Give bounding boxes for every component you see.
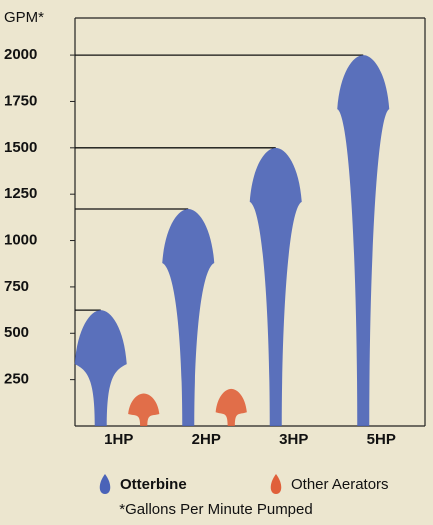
x-tick-label: 1HP xyxy=(104,431,133,448)
x-tick-label: 2HP xyxy=(192,431,221,448)
y-tick-label: 500 xyxy=(4,324,29,341)
footnote: *Gallons Per Minute Pumped xyxy=(119,501,312,518)
fountain xyxy=(215,388,247,426)
y-tick-label: 2000 xyxy=(4,46,37,63)
fountain xyxy=(162,209,215,426)
y-tick-label: 1250 xyxy=(4,185,37,202)
fountain xyxy=(128,393,160,426)
y-tick-label: 750 xyxy=(4,278,29,295)
x-tick-label: 3HP xyxy=(279,431,308,448)
x-tick-label: 5HP xyxy=(367,431,396,448)
y-tick-label: 1000 xyxy=(4,232,37,249)
fountain xyxy=(337,55,390,426)
legend-label: Otterbine xyxy=(120,476,187,493)
legend-label: Other Aerators xyxy=(291,476,389,493)
y-axis-label: GPM* xyxy=(4,9,44,26)
y-tick-label: 1750 xyxy=(4,92,37,109)
y-tick-label: 1500 xyxy=(4,139,37,156)
legend-swatch xyxy=(99,474,111,494)
fountain xyxy=(249,147,302,426)
fountain xyxy=(74,310,127,426)
legend-swatch xyxy=(270,474,282,494)
y-tick-label: 250 xyxy=(4,371,29,388)
